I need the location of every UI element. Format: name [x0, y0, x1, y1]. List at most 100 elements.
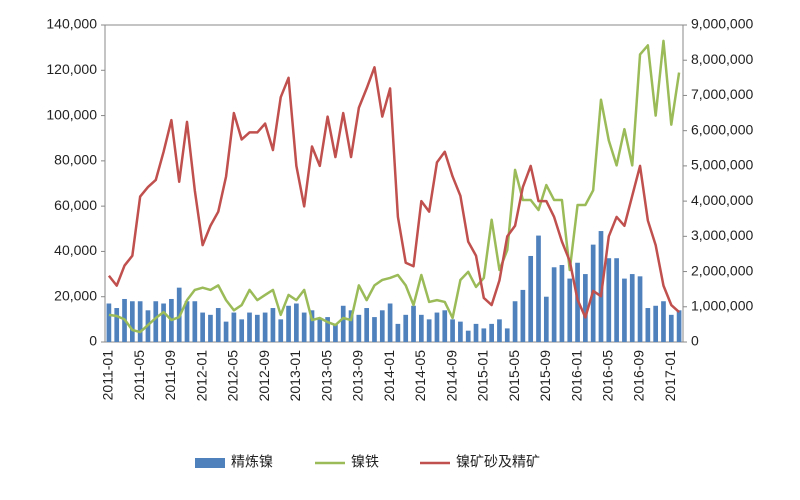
bar [254, 314, 260, 342]
x-tick-label: 2017-01 [662, 350, 678, 402]
y2-tick-label: 3,000,000 [691, 227, 753, 243]
y-tick-label: 60,000 [54, 197, 97, 213]
bar [598, 231, 604, 342]
bar [129, 301, 135, 342]
x-tick-label: 2012-09 [256, 350, 272, 402]
bar [192, 301, 198, 342]
bar [372, 317, 377, 342]
legend-swatch [195, 458, 225, 468]
bar [661, 301, 666, 342]
bar [301, 312, 307, 342]
bar [294, 303, 299, 342]
x-tick-label: 2011-05 [131, 350, 147, 401]
bar [317, 319, 323, 342]
bar [161, 303, 166, 342]
bar [270, 308, 276, 342]
bar [223, 321, 229, 342]
x-tick-label: 2013-01 [287, 350, 303, 402]
bar [426, 319, 432, 342]
y2-tick-label: 9,000,000 [691, 16, 753, 32]
bar [356, 314, 362, 342]
bar [153, 301, 159, 342]
y2-tick-label: 1,000,000 [691, 297, 753, 313]
bar [559, 265, 565, 342]
legend-label: 镍矿砂及精矿 [456, 454, 540, 470]
bar [458, 321, 463, 342]
bar [543, 296, 549, 342]
x-tick-label: 2015-01 [475, 350, 491, 402]
bar [473, 323, 479, 342]
x-tick-label: 2011-09 [162, 350, 178, 401]
bar [512, 301, 518, 342]
x-tick-label: 2012-05 [225, 350, 241, 402]
x-tick-label: 2011-01 [100, 350, 116, 401]
bar [325, 317, 330, 342]
y-tick-label: 40,000 [54, 242, 97, 258]
bar [387, 303, 393, 342]
y2-tick-label: 8,000,000 [691, 51, 753, 67]
x-tick-label: 2016-01 [568, 350, 584, 402]
bar [184, 301, 190, 342]
bar [411, 305, 416, 342]
bar [340, 305, 346, 342]
bar [278, 319, 284, 342]
y2-tick-label: 0 [691, 333, 699, 349]
bar [583, 274, 588, 342]
bar [208, 314, 213, 342]
x-tick-label: 2013-05 [318, 350, 334, 402]
bar [403, 314, 409, 342]
bar [418, 314, 424, 342]
x-tick-label: 2012-01 [193, 350, 209, 402]
bar [114, 308, 120, 342]
y2-tick-label: 5,000,000 [691, 157, 753, 173]
bar [465, 330, 471, 342]
y-tick-label: 20,000 [54, 287, 97, 303]
bar [215, 308, 221, 342]
bar [395, 323, 401, 342]
bar [528, 255, 534, 342]
bar [239, 319, 245, 342]
bar [676, 310, 682, 342]
bar [520, 289, 526, 342]
x-tick-label: 2014-09 [443, 350, 459, 402]
bar [622, 278, 627, 342]
bar [450, 319, 455, 342]
bar [629, 274, 635, 342]
bar [637, 276, 643, 342]
bar [536, 235, 541, 342]
bar [551, 267, 557, 342]
x-tick-label: 2015-05 [506, 350, 522, 402]
y-tick-label: 80,000 [54, 152, 97, 168]
bar [364, 308, 370, 342]
bar [645, 308, 651, 342]
bar [379, 310, 385, 342]
y-tick-label: 0 [89, 333, 97, 349]
bar [247, 312, 252, 342]
bar [442, 310, 448, 342]
bar [606, 258, 612, 342]
bar [106, 303, 112, 342]
bar [653, 305, 659, 342]
bar [262, 312, 268, 342]
bar [434, 312, 440, 342]
bar [348, 310, 354, 342]
line [108, 39, 681, 334]
bar [137, 301, 143, 342]
plot-frame [104, 24, 684, 343]
bar [231, 312, 237, 342]
bar [497, 319, 502, 342]
bar [309, 310, 315, 342]
y-tick-label: 140,000 [46, 16, 97, 32]
bar [286, 305, 291, 342]
x-tick-label: 2014-01 [381, 350, 397, 402]
line [107, 66, 680, 319]
y-tick-label: 100,000 [46, 106, 97, 122]
bar [567, 278, 573, 342]
y2-tick-label: 2,000,000 [691, 262, 753, 278]
x-tick-label: 2016-09 [631, 350, 647, 402]
bar [668, 314, 674, 342]
legend-label: 精炼镍 [231, 454, 273, 470]
x-tick-label: 2013-09 [350, 350, 366, 402]
bar [481, 328, 487, 342]
